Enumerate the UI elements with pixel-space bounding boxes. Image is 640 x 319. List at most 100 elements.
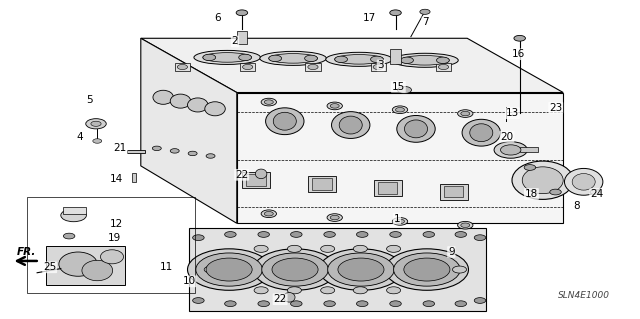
Text: 5: 5 xyxy=(86,95,93,106)
Ellipse shape xyxy=(332,112,370,138)
Circle shape xyxy=(206,154,215,158)
Circle shape xyxy=(396,219,404,224)
Polygon shape xyxy=(141,38,563,93)
Circle shape xyxy=(394,253,460,286)
Text: 15: 15 xyxy=(392,82,405,92)
Circle shape xyxy=(269,55,282,62)
Circle shape xyxy=(387,287,401,294)
Polygon shape xyxy=(189,228,486,311)
Circle shape xyxy=(524,165,536,170)
Circle shape xyxy=(206,258,252,281)
Circle shape xyxy=(590,189,600,195)
Text: 2: 2 xyxy=(232,36,238,47)
Text: 8: 8 xyxy=(573,201,579,211)
Circle shape xyxy=(287,287,301,294)
Circle shape xyxy=(177,64,188,70)
Circle shape xyxy=(514,35,525,41)
Circle shape xyxy=(494,142,527,158)
Text: 14: 14 xyxy=(109,174,123,184)
Circle shape xyxy=(356,232,368,237)
Circle shape xyxy=(261,210,276,218)
Circle shape xyxy=(458,221,473,229)
Circle shape xyxy=(196,253,262,286)
Ellipse shape xyxy=(404,120,428,138)
Circle shape xyxy=(93,139,102,143)
Circle shape xyxy=(461,111,470,116)
Ellipse shape xyxy=(194,50,260,64)
Circle shape xyxy=(188,151,197,156)
Bar xyxy=(175,63,190,71)
Ellipse shape xyxy=(462,119,500,146)
Circle shape xyxy=(458,110,473,117)
Circle shape xyxy=(330,215,339,220)
Circle shape xyxy=(308,64,318,70)
Ellipse shape xyxy=(392,53,458,67)
Circle shape xyxy=(324,232,335,237)
Circle shape xyxy=(420,9,430,14)
Circle shape xyxy=(258,301,269,307)
Ellipse shape xyxy=(266,108,304,135)
Ellipse shape xyxy=(522,167,563,194)
Ellipse shape xyxy=(470,124,493,142)
Circle shape xyxy=(204,266,218,273)
Polygon shape xyxy=(141,38,237,223)
Circle shape xyxy=(152,146,161,151)
Circle shape xyxy=(61,209,86,222)
Circle shape xyxy=(253,249,337,290)
Circle shape xyxy=(254,287,268,294)
Ellipse shape xyxy=(335,55,383,64)
Circle shape xyxy=(243,64,253,70)
Ellipse shape xyxy=(188,98,208,112)
Text: 11: 11 xyxy=(160,262,173,272)
Text: 3: 3 xyxy=(378,60,384,70)
Text: 9: 9 xyxy=(448,247,454,257)
Text: 6: 6 xyxy=(214,12,221,23)
Bar xyxy=(132,173,136,182)
Bar xyxy=(436,63,451,71)
Circle shape xyxy=(474,235,486,241)
Circle shape xyxy=(474,298,486,303)
Circle shape xyxy=(327,102,342,110)
Bar xyxy=(27,197,195,293)
Circle shape xyxy=(319,249,403,290)
Text: 10: 10 xyxy=(182,276,196,286)
Bar xyxy=(305,63,321,71)
Circle shape xyxy=(291,232,302,237)
Circle shape xyxy=(390,10,401,16)
Circle shape xyxy=(404,258,450,281)
Ellipse shape xyxy=(260,51,326,65)
Bar xyxy=(440,184,468,200)
Circle shape xyxy=(321,287,335,294)
Circle shape xyxy=(324,301,335,307)
Circle shape xyxy=(335,56,348,63)
Circle shape xyxy=(63,233,75,239)
Circle shape xyxy=(373,64,383,70)
Bar xyxy=(246,174,266,186)
Circle shape xyxy=(236,10,248,16)
Circle shape xyxy=(387,245,401,252)
Bar xyxy=(371,63,386,71)
Circle shape xyxy=(327,214,342,221)
Bar xyxy=(240,63,255,71)
Bar xyxy=(127,150,145,153)
Circle shape xyxy=(397,86,412,93)
Ellipse shape xyxy=(205,102,225,116)
Circle shape xyxy=(254,245,268,252)
Circle shape xyxy=(170,149,179,153)
Circle shape xyxy=(261,98,276,106)
Circle shape xyxy=(193,235,204,241)
Bar xyxy=(312,178,332,190)
Text: 17: 17 xyxy=(363,12,376,23)
Ellipse shape xyxy=(326,52,392,66)
Ellipse shape xyxy=(153,90,173,104)
Circle shape xyxy=(353,287,367,294)
Bar xyxy=(520,147,538,152)
Ellipse shape xyxy=(255,169,267,179)
Bar xyxy=(390,49,401,64)
Circle shape xyxy=(86,119,106,129)
Circle shape xyxy=(258,232,269,237)
Bar xyxy=(63,207,86,214)
Circle shape xyxy=(423,301,435,307)
Circle shape xyxy=(356,301,368,307)
Circle shape xyxy=(264,100,273,104)
